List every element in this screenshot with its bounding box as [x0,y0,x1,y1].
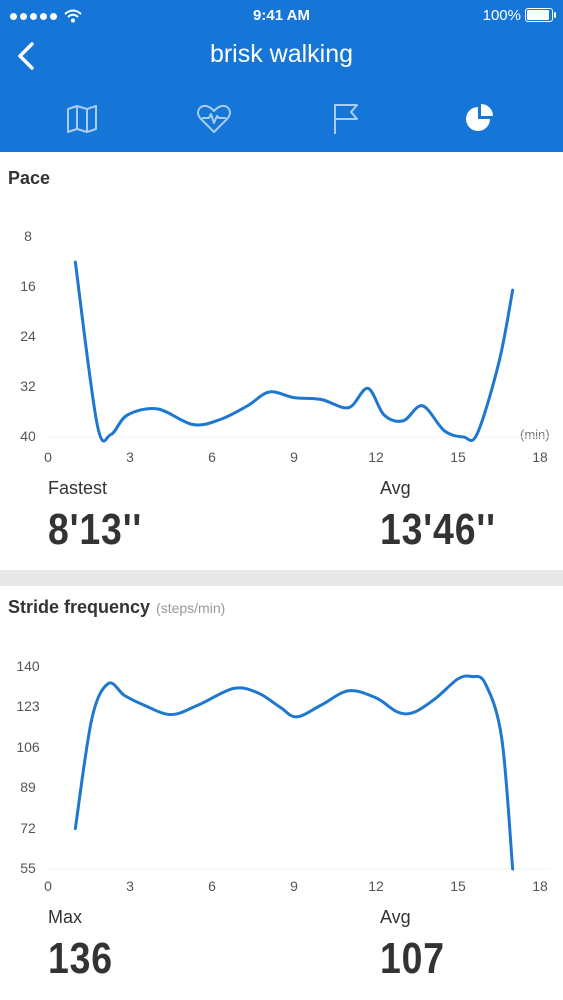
x-tick-label: 6 [208,449,216,465]
y-tick-label: 24 [20,328,36,344]
stride-avg-label: Avg [380,907,411,927]
battery-percent: 100% [482,7,521,24]
series-line [73,260,515,443]
wifi-icon [64,9,82,23]
y-tick-label: 72 [20,819,36,836]
series-line [73,674,515,871]
x-tick-label: 0 [44,449,52,465]
signal-icon [10,9,82,23]
tab-map[interactable] [54,96,110,142]
app-header: 9:41 AM 100% brisk walking [0,0,563,152]
x-tick-label: 12 [368,449,384,465]
map-icon [67,105,97,133]
y-tick-label: 32 [20,378,36,394]
flag-icon [334,104,358,134]
stride-max-label: Max [48,907,83,927]
x-tick-label: 18 [532,878,548,894]
x-tick-label: 3 [126,878,134,894]
tab-flag[interactable] [318,96,374,142]
heart-rate-icon [197,104,231,133]
x-tick-label: 15 [450,878,466,894]
x-tick-label: 12 [368,878,384,894]
x-tick-label: 6 [208,878,216,894]
stride-title: Stride frequency (steps/min) [8,597,226,617]
pace-fastest-label: Fastest [48,478,108,498]
status-bar: 9:41 AM 100% [0,0,563,32]
x-tick-label: 15 [450,449,466,465]
y-tick-label: 55 [20,860,36,876]
status-time: 9:41 AM [253,7,310,24]
y-tick-label: 8 [24,228,32,244]
battery-icon [525,8,556,22]
y-tick-label: 89 [20,779,36,796]
tab-statistics[interactable] [452,96,508,142]
stride-avg-value: 107 [380,934,445,983]
pace-avg-label: Avg [380,478,411,498]
y-tick-label: 16 [20,278,36,294]
x-tick-label: 9 [290,878,298,894]
y-tick-label: 140 [16,658,40,674]
y-tick-label: 123 [16,698,40,715]
x-tick-label: 18 [532,449,548,465]
pace-x-unit: (min) [520,427,550,442]
pie-chart-icon [466,104,493,131]
tab-bar [0,96,563,144]
stride-max-value: 136 [48,934,113,983]
tab-heart-rate[interactable] [186,96,242,142]
pace-fastest-value: 8'13'' [48,505,143,554]
x-tick-label: 0 [44,878,52,894]
x-tick-label: 9 [290,449,298,465]
x-tick-label: 3 [126,449,134,465]
chevron-left-icon [18,42,34,70]
stride-unit: (steps/min) [156,600,226,616]
pace-avg-value: 13'46'' [380,505,496,554]
pace-title: Pace [8,168,51,188]
section-divider [0,570,563,586]
page-title: brisk walking [209,40,354,68]
back-button[interactable] [12,36,46,76]
y-tick-label: 106 [16,738,40,755]
y-tick-label: 40 [20,428,36,444]
